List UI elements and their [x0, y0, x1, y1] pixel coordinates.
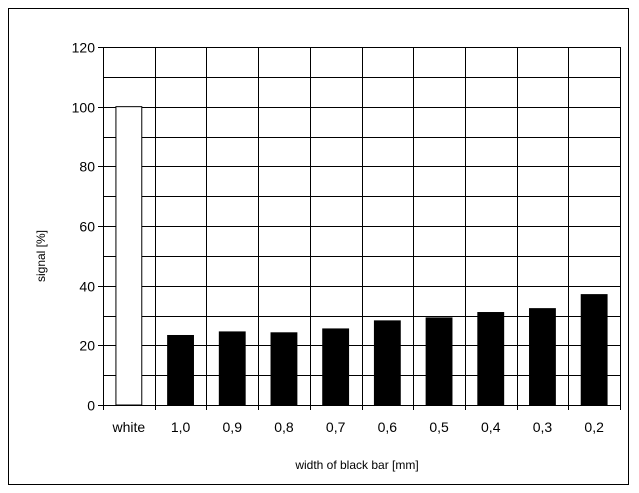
x-tick-label: 0,6: [378, 419, 398, 435]
x-tick-label: 0,2: [584, 419, 604, 435]
bar-0,8: [270, 332, 298, 406]
x-tick-label: 0,8: [274, 419, 294, 435]
bar-0,7: [322, 328, 350, 406]
bar-0,4: [477, 312, 505, 406]
bar-0,2: [580, 294, 608, 406]
x-tick-labels: white 1,0 0,9 0,8 0,7 0,6 0,5 0,4 0,3 0,2: [112, 419, 605, 435]
bar-1,0: [167, 334, 194, 406]
y-tick-label: 80: [79, 159, 95, 175]
bar-white: [115, 106, 143, 406]
bars: [115, 106, 608, 406]
x-tick-label: white: [112, 419, 146, 435]
bar-0,3: [529, 308, 556, 406]
x-tick-label: 0,3: [533, 419, 553, 435]
x-tick-label: 0,7: [326, 419, 346, 435]
y-tick-label: 100: [72, 100, 96, 116]
y-tick-label: 0: [87, 398, 95, 414]
y-tick-label: 40: [79, 279, 95, 295]
y-tick-labels: 0 20 40 60 80 100 120: [72, 40, 96, 414]
bar-0,5: [425, 317, 453, 406]
y-axis-title: signal [%]: [34, 230, 48, 282]
y-tick-label: 120: [72, 40, 96, 56]
x-tick-label: 0,4: [481, 419, 501, 435]
axes: [98, 47, 621, 410]
bar-0,9: [218, 331, 246, 406]
x-axis-title: width of black bar [mm]: [294, 458, 418, 472]
y-tick-label: 20: [79, 338, 95, 354]
x-tick-label: 0,5: [429, 419, 449, 435]
x-tick-label: 1,0: [171, 419, 191, 435]
y-tick-label: 60: [79, 219, 95, 235]
bar-0,6: [373, 320, 401, 406]
x-tick-label: 0,9: [223, 419, 243, 435]
